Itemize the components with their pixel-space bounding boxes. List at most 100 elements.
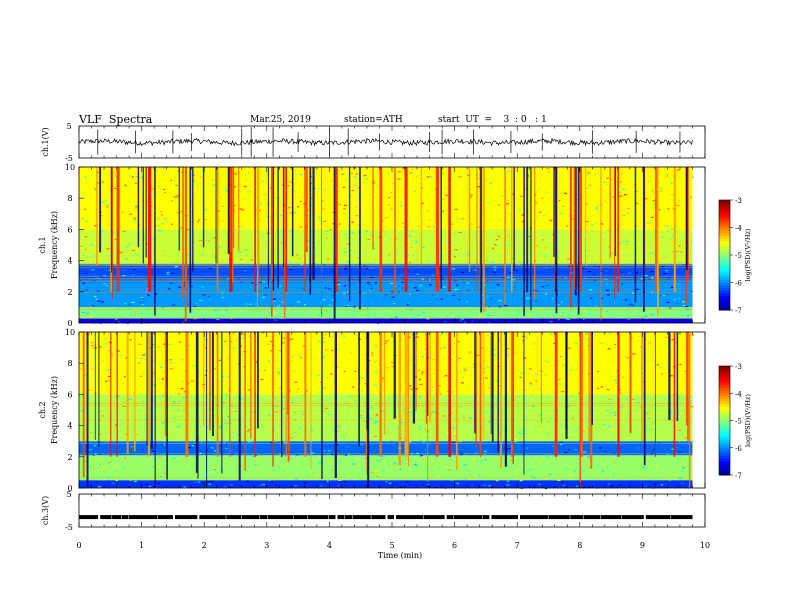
ch2-noise-pixel [93, 444, 96, 447]
ch2-noise-pixel [374, 361, 377, 363]
ch2-sferic [474, 332, 476, 434]
ch3-signal-segment [621, 515, 644, 520]
ch1-noise-pixel [323, 188, 327, 191]
ch1-noise-pixel [620, 241, 624, 244]
ch2-noise-pixel [496, 391, 499, 393]
ch2-noise-pixel [507, 355, 510, 357]
ch2-noise-pixel [359, 465, 361, 467]
ch1-noise-pixel [355, 206, 357, 208]
ch2-noise-pixel [535, 447, 539, 450]
ch1-noise-pixel [84, 236, 88, 238]
ch2-noise-pixel [561, 391, 564, 393]
ch2-noise-pixel [609, 333, 613, 335]
ch2-noise-pixel [305, 345, 308, 347]
ch2-noise-pixel [295, 475, 299, 477]
ch1-noise-pixel [606, 202, 608, 204]
ch1-noise-pixel [259, 210, 261, 212]
ch2-noise-pixel [573, 470, 576, 473]
ch2-noise-pixel [430, 355, 433, 357]
ch1-noise-pixel [281, 301, 285, 303]
ch2-sferic [287, 332, 290, 462]
ch2-noise-pixel [526, 447, 528, 449]
ch2-noise-pixel [90, 342, 94, 344]
ch1-noise-pixel [239, 206, 242, 209]
ch1-noise-pixel [529, 318, 531, 321]
ch2-noise-pixel [299, 465, 303, 467]
ch1-noise-pixel [251, 212, 254, 214]
ch2-noise-pixel [671, 448, 675, 450]
ch2-noise-pixel [294, 381, 298, 383]
ch1-sferic [272, 167, 275, 291]
ch3-signal-segment [100, 515, 112, 520]
ch1-noise-pixel [190, 287, 193, 289]
ch2-noise-pixel [221, 375, 225, 377]
ch2-noise-pixel [227, 376, 231, 379]
ch2-noise-pixel [111, 406, 115, 408]
ch2-noise-pixel [277, 466, 280, 468]
ch1-noise-pixel [195, 319, 198, 321]
ch1-noise-pixel [626, 208, 630, 210]
ch1-noise-pixel [386, 286, 389, 288]
ch2-noise-pixel [297, 388, 300, 390]
ch2-noise-pixel [118, 354, 122, 356]
ch2-noise-pixel [337, 485, 339, 487]
ch1-noise-pixel [558, 274, 562, 276]
ch1-noise-pixel [211, 184, 215, 186]
ch1-colorbar-step [719, 279, 730, 283]
ch2-noise-pixel [444, 332, 448, 334]
ch2-noise-pixel [375, 475, 379, 478]
ch1-noise-pixel [297, 301, 301, 303]
ch1-noise-pixel [296, 254, 299, 256]
ch1-band [79, 167, 693, 230]
ch2-noise-pixel [290, 338, 294, 340]
ch2-noise-pixel [99, 346, 102, 348]
ch2-noise-pixel [374, 420, 378, 423]
ch1-noise-pixel [135, 182, 137, 185]
ch2-noise-pixel [371, 396, 374, 398]
ch2-noise-pixel [91, 368, 94, 370]
ch1-noise-pixel [389, 282, 394, 284]
ch1-noise-pixel [666, 181, 669, 183]
ch1-noise-pixel [649, 175, 652, 177]
ch2-noise-pixel [360, 414, 362, 417]
ch1-noise-pixel [183, 262, 186, 264]
ch2-sferic [504, 332, 508, 467]
ch1-noise-pixel [678, 245, 681, 247]
ch1-noise-pixel [529, 238, 532, 241]
ch1-noise-pixel [668, 194, 671, 196]
ch2-noise-pixel [289, 432, 292, 434]
ch2-noise-pixel [266, 372, 270, 374]
ch1-noise-pixel [663, 169, 666, 171]
ch1-noise-pixel [186, 303, 190, 306]
ch1-noise-pixel [250, 259, 254, 261]
ch1-noise-pixel [121, 211, 124, 214]
ch1-noise-pixel [420, 202, 424, 205]
ch1-noise-pixel [141, 297, 145, 299]
ch3-signal-segment [491, 515, 519, 520]
ch1-noise-pixel [387, 172, 390, 174]
ch2-colorbar-step [719, 466, 730, 471]
ch1-noise-pixel [79, 245, 83, 247]
ch1-noise-pixel [518, 261, 522, 264]
ch1-sferic [348, 167, 351, 302]
ch2-noise-pixel [267, 343, 270, 345]
ch1-noise-pixel [217, 194, 220, 196]
ch2-noise-pixel [190, 380, 194, 382]
ch2-noise-pixel [685, 426, 688, 429]
ch2-sferic [164, 332, 167, 436]
ch1-noise-pixel [635, 191, 638, 193]
ch2-noise-pixel [515, 439, 518, 441]
ch2-noise-pixel [267, 415, 270, 417]
ch1-noise-pixel [444, 250, 448, 253]
ch2-noise-pixel [361, 410, 364, 413]
ch1-noise-pixel [679, 288, 681, 290]
ch1-noise-pixel [343, 292, 345, 294]
ch2-noise-pixel [403, 409, 406, 411]
ch1-noise-pixel [253, 175, 255, 177]
ch2-noise-pixel [523, 357, 527, 359]
ch2-noise-pixel [454, 418, 457, 420]
ch1-sferic [504, 167, 506, 305]
ch1-noise-pixel [206, 279, 209, 281]
ch2-noise-pixel [143, 418, 147, 420]
ch1-sferic [184, 167, 187, 322]
